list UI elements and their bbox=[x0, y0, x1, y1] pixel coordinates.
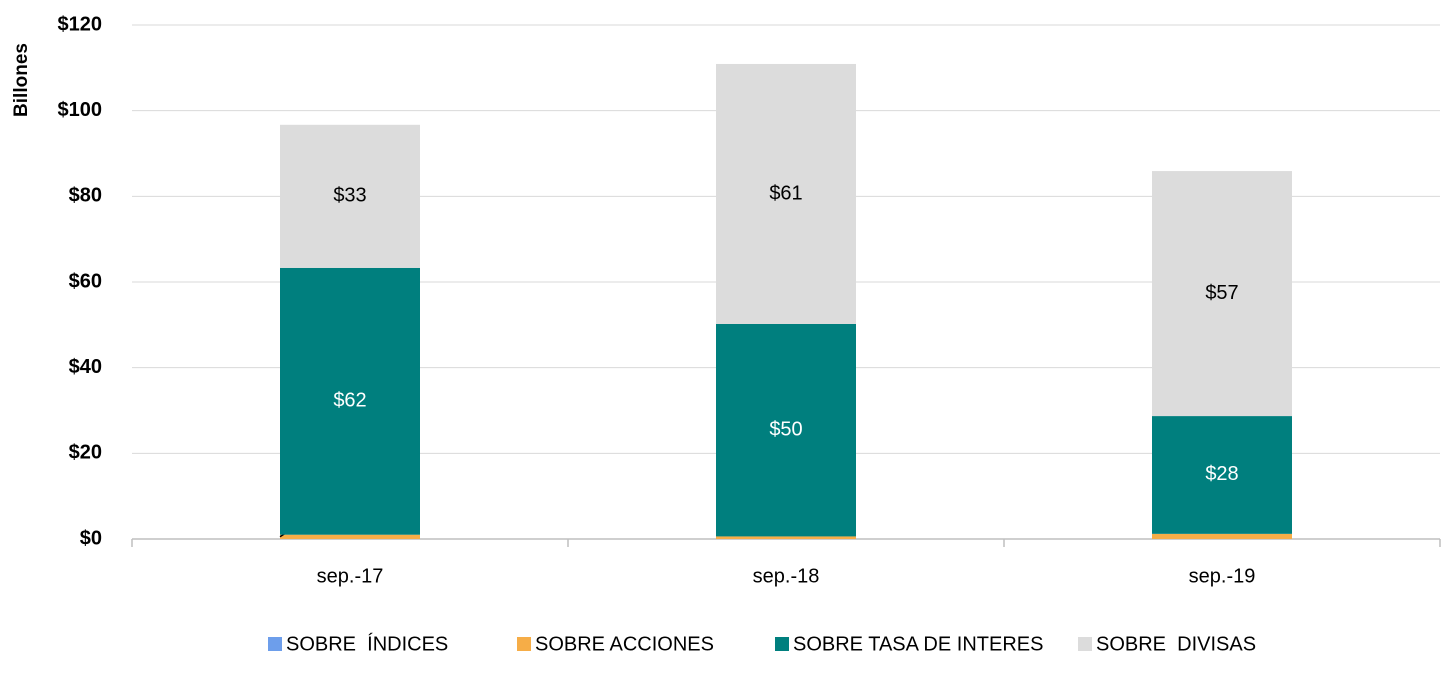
x-tick-label: sep.-19 bbox=[1189, 565, 1256, 587]
y-tick-label: $40 bbox=[69, 356, 102, 378]
legend-label: SOBRE TASA DE INTERES bbox=[793, 633, 1043, 655]
bar-segment bbox=[716, 323, 856, 537]
y-axis-label: Billones bbox=[11, 43, 32, 117]
legend-swatch bbox=[268, 637, 282, 651]
bar-segment bbox=[280, 534, 420, 539]
bar-segment bbox=[1152, 171, 1292, 417]
bar-segment bbox=[716, 63, 856, 324]
y-tick-label: $80 bbox=[69, 185, 102, 207]
bar-segment bbox=[1152, 416, 1292, 534]
bar-segment bbox=[1152, 533, 1292, 539]
bar-segment bbox=[280, 267, 420, 535]
data-label: $28 bbox=[1205, 463, 1238, 485]
y-tick-label: $100 bbox=[58, 99, 103, 121]
legend-label: SOBRE ACCIONES bbox=[535, 633, 714, 655]
y-tick-label: $60 bbox=[69, 270, 102, 292]
data-label: $57 bbox=[1205, 282, 1238, 304]
y-tick-label: $0 bbox=[80, 527, 102, 549]
x-tick-label: sep.-17 bbox=[317, 565, 384, 587]
data-label: $62 bbox=[333, 390, 366, 412]
legend-swatch bbox=[775, 637, 789, 651]
data-label: $50 bbox=[769, 418, 802, 440]
y-tick-label: $20 bbox=[69, 442, 102, 464]
y-tick-label: $120 bbox=[58, 13, 103, 35]
legend-label: SOBRE ÍNDICES bbox=[286, 632, 448, 655]
bar-segment bbox=[280, 124, 420, 268]
bar-segment bbox=[716, 536, 856, 539]
legend-swatch bbox=[1078, 637, 1092, 651]
legend-swatch bbox=[517, 637, 531, 651]
data-label: $33 bbox=[333, 185, 366, 207]
legend-label: SOBRE DIVISAS bbox=[1096, 633, 1256, 655]
data-label: $61 bbox=[769, 182, 802, 204]
x-tick-label: sep.-18 bbox=[753, 565, 820, 587]
